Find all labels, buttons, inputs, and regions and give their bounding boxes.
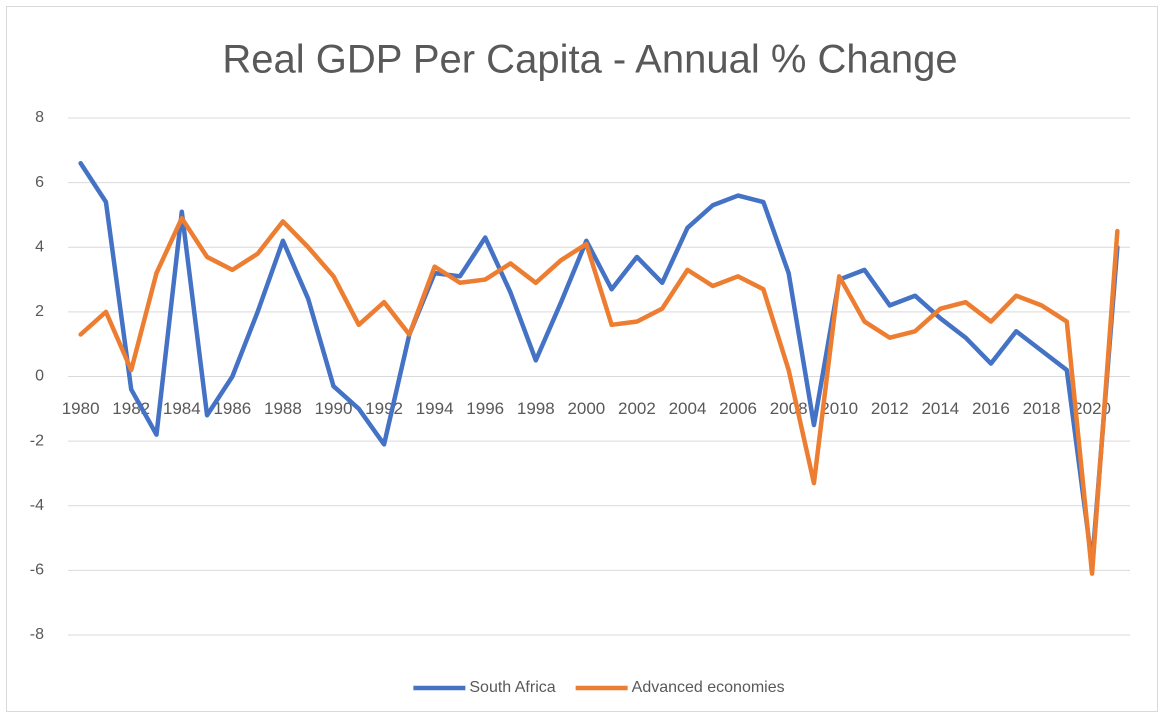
- y-tick-label: -4: [30, 497, 44, 514]
- x-tick-label: 2004: [669, 399, 707, 418]
- y-tick-label: -8: [30, 626, 44, 643]
- x-tick-label: 2010: [820, 399, 858, 418]
- y-tick-label: -6: [30, 562, 44, 579]
- y-tick-label: 4: [35, 238, 44, 255]
- x-tick-label: 1998: [517, 399, 555, 418]
- x-tick-label: 1994: [416, 399, 454, 418]
- x-tick-label: 1992: [365, 399, 403, 418]
- y-tick-label: -2: [30, 432, 44, 449]
- y-tick-label: 8: [35, 109, 44, 126]
- series-line: [78, 160, 1120, 567]
- x-tick-label: 1990: [315, 399, 353, 418]
- x-tick-label: 2002: [618, 399, 656, 418]
- series-line: [78, 215, 1120, 576]
- x-tick-label: 1986: [213, 399, 251, 418]
- legend-item: South Africa: [413, 679, 556, 696]
- x-tick-label: 2018: [1023, 399, 1061, 418]
- x-tick-label: 2012: [871, 399, 909, 418]
- x-tick-label: 2006: [719, 399, 757, 418]
- legend-label: Advanced economies: [632, 679, 785, 696]
- x-tick-label: 1996: [466, 399, 504, 418]
- y-tick-label: 0: [35, 368, 44, 385]
- x-tick-label: 2016: [972, 399, 1010, 418]
- y-tick-label: 2: [35, 303, 44, 320]
- x-tick-label: 1988: [264, 399, 302, 418]
- x-tick-label: 2020: [1073, 399, 1111, 418]
- chart-title: Real GDP Per Capita - Annual % Change: [222, 38, 957, 82]
- legend-item: Advanced economies: [575, 679, 785, 696]
- x-tick-label: 1980: [62, 399, 100, 418]
- x-tick-label: 1984: [163, 399, 201, 418]
- legend-label: South Africa: [469, 679, 555, 696]
- y-tick-label: 6: [35, 174, 44, 191]
- x-tick-label: 2000: [567, 399, 605, 418]
- x-tick-label: 2008: [770, 399, 808, 418]
- x-tick-label: 2014: [921, 399, 959, 418]
